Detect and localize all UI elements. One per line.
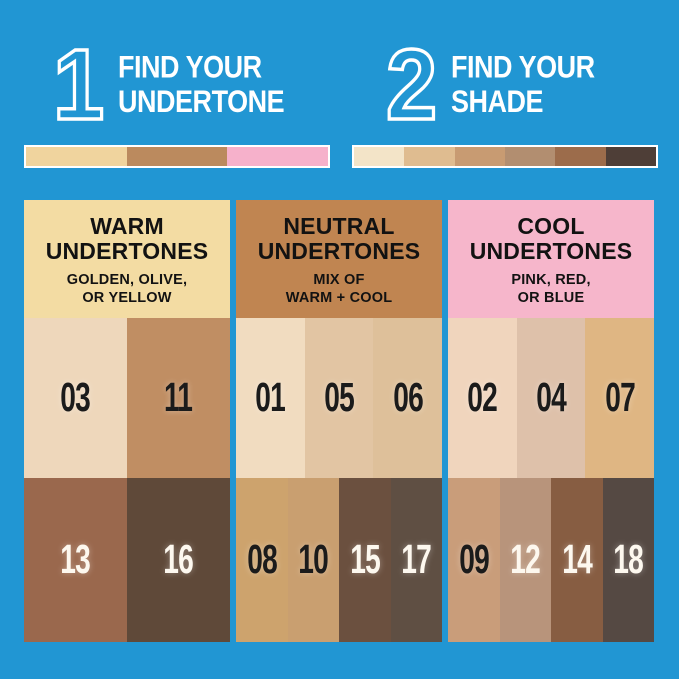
cool-subtitle: PINK, RED, OR BLUE	[511, 271, 591, 306]
cool-header: COOL UNDERTONES PINK, RED, OR BLUE	[448, 200, 654, 318]
undertone-strip-segment	[126, 147, 228, 166]
column-warm: WARM UNDERTONES GOLDEN, OLIVE, OR YELLOW…	[24, 200, 230, 642]
warm-subtitle: GOLDEN, OLIVE, OR YELLOW	[66, 271, 188, 306]
shade-swatch-14: 14	[551, 478, 603, 642]
cool-title: COOL UNDERTONES	[469, 213, 633, 265]
strips-row	[24, 145, 658, 168]
shade-strip-segment	[454, 147, 505, 166]
step-2-title: FIND YOUR SHADE	[451, 50, 595, 120]
shade-strip-segment	[354, 147, 405, 166]
undertone-strip-segment	[227, 147, 329, 166]
column-cool: COOL UNDERTONES PINK, RED, OR BLUE 02 04…	[448, 200, 655, 642]
shade-strip-segment	[404, 147, 455, 166]
shade-number: 04	[536, 374, 567, 421]
shade-swatch-05: 05	[304, 318, 374, 478]
shade-number: 07	[604, 374, 636, 421]
shade-strip-segment	[504, 147, 556, 166]
undertone-strip-segment	[26, 147, 127, 166]
shade-number: 17	[401, 536, 432, 583]
column-neutral: NEUTRAL UNDERTONES MIX OF WARM + COOL 01…	[236, 200, 443, 642]
shade-swatch-12: 12	[499, 478, 551, 642]
shade-number: 13	[60, 536, 92, 583]
neutral-header: NEUTRAL UNDERTONES MIX OF WARM + COOL	[236, 200, 442, 318]
warm-header: WARM UNDERTONES GOLDEN, OLIVE, OR YELLOW	[24, 200, 230, 318]
shade-swatch-08: 08	[236, 478, 288, 642]
neutral-subtitle: MIX OF WARM + COOL	[285, 271, 393, 306]
shade-number: 12	[510, 536, 541, 583]
step-2-title-line2: SHADE	[450, 85, 544, 120]
shade-number: 09	[458, 536, 490, 583]
neutral-title: NEUTRAL UNDERTONES	[257, 213, 421, 265]
neutral-dark-row: 08 10 15 17	[236, 478, 442, 642]
shade-swatch-15: 15	[339, 478, 391, 642]
shade-swatch-04: 04	[516, 318, 586, 478]
shade-number: 08	[246, 536, 278, 583]
warm-dark-row: 13 16	[24, 478, 230, 642]
step-2-number: 2	[384, 29, 438, 141]
shade-swatch-06: 06	[373, 318, 443, 478]
shade-number: 18	[613, 536, 644, 583]
shade-swatch-03: 03	[24, 318, 127, 478]
steps-row: 1 FIND YOUR UNDERTONE 2 FIND YOUR SHADE	[24, 30, 658, 140]
step-1-title-line1: FIND YOUR	[117, 49, 262, 85]
shade-strip-segment	[555, 147, 606, 166]
shade-number: 02	[467, 374, 498, 421]
shade-swatch-01: 01	[236, 318, 305, 478]
shade-number: 10	[298, 536, 329, 583]
shade-swatch-11: 11	[127, 318, 230, 478]
shade-number: 03	[60, 374, 92, 421]
shade-number: 06	[392, 374, 424, 421]
shade-swatch-09: 09	[448, 478, 500, 642]
step-2-title-line1: FIND YOUR	[450, 49, 595, 85]
shade-strip	[352, 145, 658, 168]
cool-dark-row: 09 12 14 18	[448, 478, 654, 642]
shade-swatch-16: 16	[127, 478, 230, 642]
shade-swatch-07: 07	[585, 318, 655, 478]
cool-light-row: 02 04 07	[448, 318, 655, 478]
shade-number: 11	[164, 374, 193, 421]
shade-swatch-02: 02	[448, 318, 517, 478]
shade-number: 05	[324, 374, 355, 421]
shade-number: 15	[349, 536, 381, 583]
step-1: 1 FIND YOUR UNDERTONE	[24, 30, 330, 140]
undertone-strip	[24, 145, 330, 168]
shade-strip-segment	[605, 147, 656, 166]
shade-swatch-18: 18	[602, 478, 654, 642]
shade-swatch-10: 10	[287, 478, 339, 642]
step-1-number: 1	[51, 29, 105, 141]
shade-number: 01	[255, 374, 286, 421]
shade-number: 16	[163, 536, 195, 583]
step-1-title-line2: UNDERTONE	[117, 85, 285, 120]
shade-swatch-13: 13	[24, 478, 127, 642]
shade-number: 14	[561, 536, 593, 583]
step-1-title: FIND YOUR UNDERTONE	[117, 49, 285, 120]
shade-swatch-17: 17	[390, 478, 442, 642]
warm-title: WARM UNDERTONES	[45, 213, 209, 265]
neutral-light-row: 01 05 06	[236, 318, 443, 478]
step-2: 2 FIND YOUR SHADE	[352, 30, 658, 140]
warm-light-row: 03 11	[24, 318, 230, 478]
columns-row: WARM UNDERTONES GOLDEN, OLIVE, OR YELLOW…	[24, 200, 655, 642]
